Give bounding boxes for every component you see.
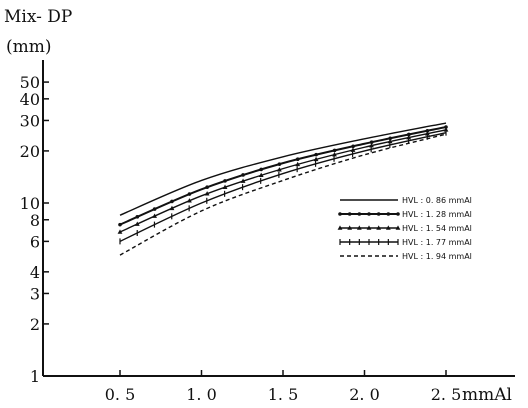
- x-tick-label: 2. 0: [349, 385, 380, 404]
- x-ticks: 0. 5 1. 0 1. 5 2. 0 2. 5: [105, 370, 462, 404]
- series-marker: [277, 162, 282, 166]
- series-layer: [117, 122, 449, 256]
- x-tick-label: 2. 5: [431, 385, 462, 404]
- series-marker: [367, 212, 371, 216]
- series-marker: [277, 167, 282, 172]
- series-marker: [117, 229, 123, 234]
- legend-label: HVL : 1. 28 mmAl: [402, 210, 472, 219]
- series-marker: [187, 198, 192, 203]
- series-marker: [205, 185, 209, 190]
- series-marker: [241, 173, 245, 177]
- series-marker: [385, 225, 391, 230]
- series-marker: [376, 225, 382, 230]
- series-marker: [356, 225, 362, 230]
- series-marker: [425, 128, 430, 133]
- legend-label: HVL : 1. 94 mmAl: [402, 252, 472, 261]
- legend-item: HVL : 0. 86 mmAl: [340, 196, 472, 205]
- legend-item: HVL : 1. 94 mmAl: [340, 252, 472, 261]
- y-tick-label: 50: [20, 73, 40, 92]
- x-tick-label: 1. 5: [268, 385, 299, 404]
- series-marker: [347, 225, 353, 230]
- series-marker: [223, 179, 227, 183]
- series-marker: [118, 222, 122, 227]
- series-marker: [366, 225, 372, 230]
- y-tick-label: 40: [20, 90, 40, 109]
- series-marker: [152, 207, 157, 211]
- series-marker: [347, 212, 352, 216]
- series-3: [117, 127, 449, 234]
- legend-item: HVL : 1. 28 mmAl: [338, 210, 472, 219]
- series-marker: [187, 192, 192, 196]
- series-marker: [357, 212, 362, 216]
- x-tick-label: 1. 0: [186, 385, 217, 404]
- series-marker: [395, 225, 401, 230]
- series-marker: [135, 215, 140, 219]
- legend-item: HVL : 1. 77 mmAl: [339, 238, 472, 247]
- series-marker: [407, 132, 411, 137]
- series-4: [119, 129, 447, 245]
- legend: HVL : 0. 86 mmAl HVL : 1. 28 mmAl HVL : 1.…: [337, 196, 472, 261]
- series-marker: [332, 151, 337, 157]
- series-marker: [313, 156, 319, 162]
- y-axis-label-line1: Mix- DP: [4, 7, 72, 27]
- legend-label: HVL : 1. 54 mmAl: [402, 224, 472, 233]
- series-marker: [170, 199, 174, 204]
- series-marker: [396, 212, 400, 216]
- y-tick-label: 8: [30, 211, 40, 230]
- y-tick-label: 20: [20, 142, 40, 161]
- y-tick-label: 10: [20, 194, 40, 213]
- series-marker: [443, 127, 449, 132]
- series-marker: [332, 148, 337, 153]
- series-marker: [387, 138, 393, 144]
- series-marker: [222, 184, 228, 189]
- series-marker: [350, 147, 356, 152]
- series-marker: [152, 213, 158, 218]
- series-5: [119, 133, 447, 256]
- legend-item: HVL : 1. 54 mmAl: [337, 224, 472, 233]
- series-marker: [259, 167, 263, 172]
- series-marker: [369, 140, 374, 144]
- legend-label: HVL : 1. 77 mmAl: [402, 238, 472, 247]
- series-line: [119, 133, 447, 256]
- x-axis-unit-label: mmAl: [462, 385, 512, 405]
- y-tick-label: 4: [30, 263, 40, 282]
- legend-label: HVL : 0. 86 mmAl: [402, 196, 472, 205]
- series-line: [119, 129, 447, 233]
- y-tick-label: 2: [30, 315, 40, 334]
- series-marker: [386, 212, 391, 216]
- series-marker: [351, 144, 355, 149]
- y-tick-label: 1: [30, 367, 40, 386]
- series-marker: [295, 161, 301, 167]
- y-tick-label: 6: [30, 232, 40, 251]
- series-marker: [240, 178, 246, 183]
- series-marker: [369, 143, 374, 148]
- series-2: [118, 125, 448, 227]
- series-marker: [406, 134, 412, 140]
- series-marker: [444, 125, 448, 129]
- series-line: [119, 122, 447, 216]
- y-tick-label: 30: [20, 111, 40, 130]
- series-marker: [424, 131, 430, 136]
- series-1: [119, 122, 447, 216]
- series-marker: [314, 152, 318, 157]
- y-axis-label-line2: (mm): [6, 37, 52, 57]
- series-marker: [204, 191, 210, 196]
- series-marker: [134, 221, 140, 226]
- series-marker: [376, 212, 381, 216]
- series-marker: [388, 136, 393, 141]
- series-marker: [169, 205, 175, 211]
- series-marker: [258, 172, 264, 178]
- series-marker: [338, 212, 342, 216]
- series-line: [119, 131, 447, 243]
- y-tick-label: 3: [30, 284, 40, 303]
- series-marker: [295, 157, 300, 161]
- series-marker: [337, 225, 343, 230]
- x-tick-label: 0. 5: [105, 385, 136, 404]
